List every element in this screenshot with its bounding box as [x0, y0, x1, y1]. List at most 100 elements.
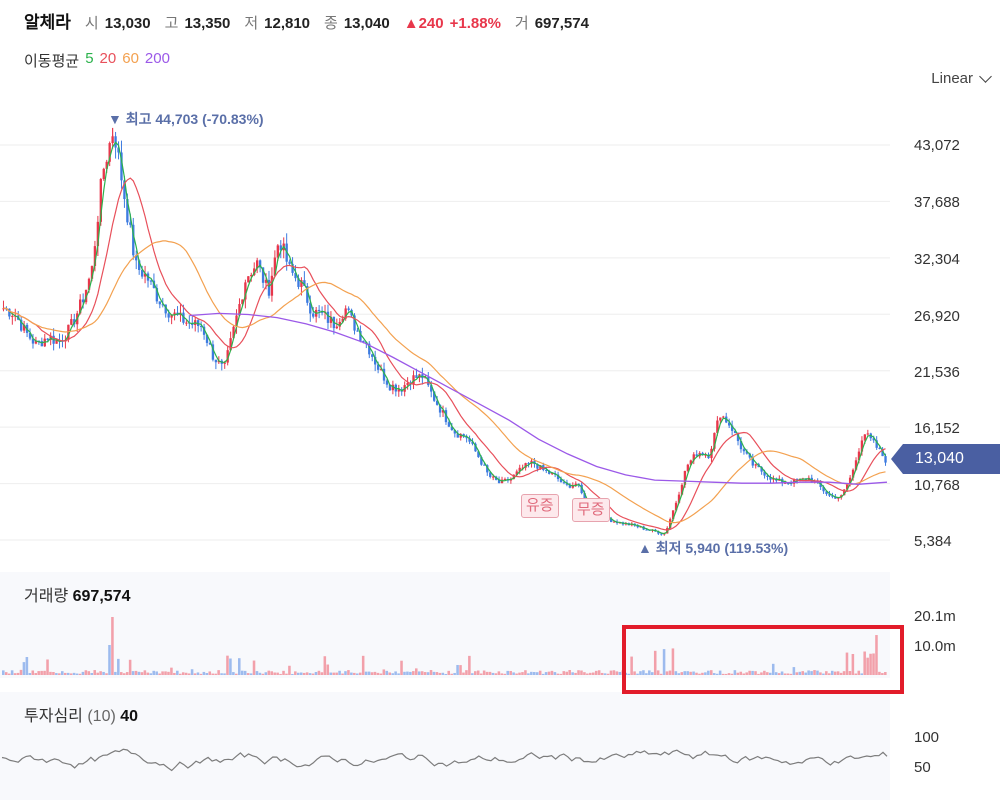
- candle: [185, 322, 188, 324]
- volume-bar: [170, 667, 173, 675]
- ma-5[interactable]: 5: [85, 50, 94, 67]
- volume-bar: [229, 658, 232, 675]
- candle: [161, 304, 164, 306]
- candle: [492, 476, 495, 478]
- candle: [376, 364, 380, 370]
- candle: [108, 143, 111, 162]
- volume-bar: [491, 672, 495, 675]
- volume-bar: [403, 671, 406, 675]
- ma-legend: 이동평균 5 20 60 200: [24, 50, 170, 71]
- candle: [751, 457, 754, 466]
- volume-bar: [350, 672, 353, 675]
- volume-bar: [356, 673, 359, 675]
- volume-bar: [721, 673, 725, 675]
- volume-bar: [727, 673, 731, 675]
- volume-bar: [659, 673, 663, 675]
- volume-bar: [589, 672, 592, 675]
- volume-bar: [179, 673, 182, 675]
- volume-bar: [146, 672, 150, 675]
- moving-averages: [3, 141, 888, 535]
- candle: [497, 479, 501, 484]
- volume-bar: [329, 672, 332, 675]
- volume-bar: [90, 673, 94, 675]
- volume-bar: [435, 672, 439, 675]
- candle: [276, 245, 279, 258]
- candle: [261, 267, 265, 283]
- candle: [548, 470, 551, 474]
- candle: [341, 318, 344, 322]
- candle: [447, 422, 451, 427]
- candle: [211, 344, 215, 360]
- candle: [300, 280, 303, 287]
- volume-bar: [813, 670, 816, 675]
- volume-bar: [358, 672, 362, 675]
- candle: [568, 484, 572, 488]
- volume-bar: [603, 673, 607, 675]
- candle: [270, 275, 274, 296]
- candle: [303, 280, 306, 286]
- volume-bar: [485, 671, 489, 675]
- ma-20-line: [3, 177, 886, 531]
- volume-bar: [474, 671, 477, 675]
- volume-bar: [140, 672, 144, 675]
- volume-bar: [450, 673, 453, 675]
- candle: [223, 362, 226, 364]
- volume-bar: [857, 670, 861, 675]
- candle: [610, 518, 613, 523]
- volume-bar: [125, 672, 129, 675]
- volume-bar: [270, 671, 273, 675]
- candle: [335, 326, 338, 329]
- volume-bar: [618, 671, 622, 675]
- candle: [359, 330, 362, 341]
- candle: [660, 533, 663, 535]
- ma-20[interactable]: 20: [99, 50, 117, 67]
- candle: [680, 484, 684, 495]
- candle: [123, 180, 126, 200]
- bonus-issue-badge[interactable]: 무증: [572, 498, 610, 522]
- stock-name: 알체라: [24, 13, 71, 32]
- volume-bar: [332, 672, 335, 675]
- ma-60[interactable]: 60: [122, 50, 139, 67]
- volume-bar: [341, 673, 344, 675]
- volume-bar: [273, 672, 276, 675]
- candle: [539, 465, 542, 469]
- ma-200[interactable]: 200: [144, 50, 170, 67]
- volume-bar: [842, 671, 846, 675]
- sentiment-line: [1, 748, 888, 772]
- volume-bar: [444, 673, 448, 675]
- scale-select[interactable]: Linear: [931, 69, 992, 87]
- volume-bar: [745, 672, 748, 675]
- candle: [135, 255, 138, 261]
- volume-bar: [828, 673, 831, 675]
- volume-bar: [105, 673, 108, 675]
- candle: [11, 316, 14, 318]
- volume-bar: [533, 672, 536, 675]
- candle: [462, 434, 465, 437]
- volume-bar: [217, 670, 220, 675]
- candle: [164, 304, 167, 314]
- volume-bar: [66, 672, 70, 675]
- paid-in-capital-badge[interactable]: 유증: [521, 494, 559, 518]
- volume-bar: [804, 672, 807, 675]
- candle: [126, 199, 129, 223]
- volume-bar: [718, 670, 722, 675]
- candle: [129, 222, 132, 225]
- candle: [728, 422, 731, 426]
- volume-bar: [111, 617, 114, 675]
- candle: [379, 368, 383, 370]
- volume-bar: [553, 672, 557, 675]
- volume-bar: [223, 673, 226, 675]
- candle: [881, 448, 884, 457]
- volume-bar: [665, 671, 669, 675]
- candle: [645, 529, 648, 531]
- volume-bar: [93, 670, 96, 675]
- high-annotation: ▼ 최고 44,703 (-70.83%): [108, 111, 264, 127]
- volume-bar: [167, 671, 170, 675]
- volume-bar: [568, 670, 571, 675]
- candle: [214, 359, 218, 363]
- candle: [244, 282, 247, 300]
- volume-bar: [131, 671, 135, 675]
- volume-bar: [196, 672, 200, 675]
- candle: [766, 475, 769, 478]
